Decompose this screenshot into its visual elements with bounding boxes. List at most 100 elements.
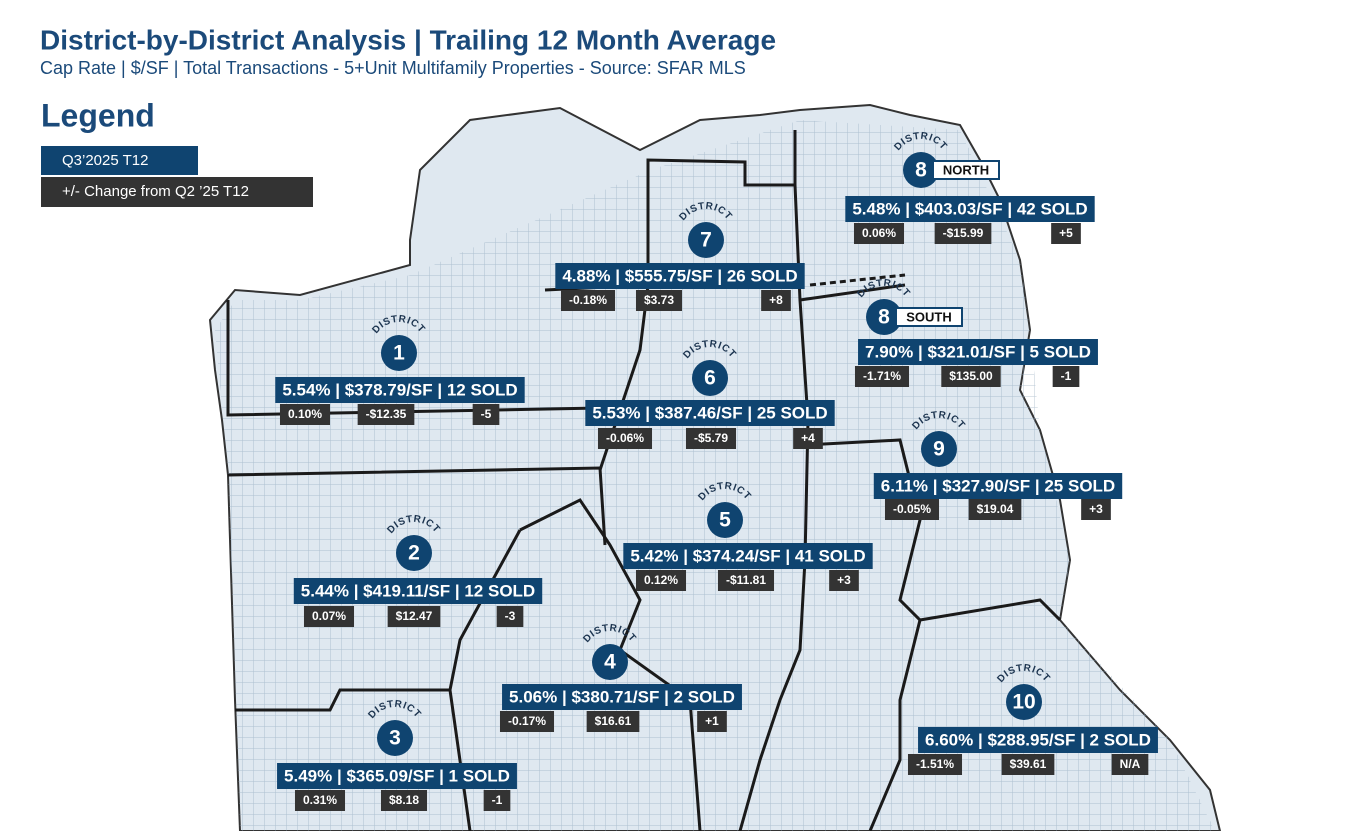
change-value: +8 xyxy=(769,293,783,307)
change-box xyxy=(499,711,555,732)
legend-title: Legend xyxy=(41,97,155,133)
change-value: 0.07% xyxy=(312,609,346,623)
change-box xyxy=(472,404,500,425)
change-box xyxy=(635,570,687,591)
legend-change-swatch xyxy=(41,177,313,207)
change-box xyxy=(380,790,428,811)
change-box xyxy=(279,404,331,425)
change-box xyxy=(496,606,524,627)
change-value: $12.47 xyxy=(396,609,433,623)
district-boundaries xyxy=(226,130,1062,831)
headline: 5.44% | $419.11/SF | 12 SOLD xyxy=(301,581,535,600)
change-box xyxy=(303,606,355,627)
district-badge xyxy=(592,644,628,680)
district-tag-box xyxy=(932,160,1000,180)
headline: 5.06% | $380.71/SF | 2 SOLD xyxy=(509,687,735,706)
headline-box xyxy=(293,578,543,604)
district-badge xyxy=(903,152,939,188)
change-value: -$11.81 xyxy=(726,573,766,587)
change-value: +3 xyxy=(1089,502,1103,516)
change-value: -1 xyxy=(1061,369,1072,383)
district-badge xyxy=(381,335,417,371)
headline-box xyxy=(845,196,1095,222)
headline-box xyxy=(585,400,835,426)
headline: 6.11% | $327.90/SF | 25 SOLD xyxy=(881,476,1115,495)
change-value: +5 xyxy=(1059,226,1073,240)
change-box xyxy=(635,290,683,311)
headline: 5.53% | $387.46/SF | 25 SOLD xyxy=(592,403,827,422)
change-box xyxy=(907,754,963,775)
change-value: -1.71% xyxy=(863,369,901,383)
change-value: -3 xyxy=(505,609,516,623)
headline-box xyxy=(858,339,1098,365)
change-box xyxy=(387,606,441,627)
change-value: -1.51% xyxy=(916,757,954,771)
headline: 7.90% | $321.01/SF | 5 SOLD xyxy=(865,342,1091,361)
headline-box xyxy=(623,543,873,569)
change-value: 0.31% xyxy=(303,793,337,807)
change-value: +4 xyxy=(801,431,815,445)
headline-box xyxy=(555,263,805,289)
district-number: 6 xyxy=(704,367,716,390)
change-box xyxy=(294,790,346,811)
change-value: 0.12% xyxy=(644,573,678,587)
change-value: +3 xyxy=(837,573,851,587)
change-box xyxy=(597,428,653,449)
subtitle: Cap Rate | $/SF | Total Transactions - 5… xyxy=(40,58,746,78)
change-value: -1 xyxy=(492,793,503,807)
change-box xyxy=(793,428,823,449)
district-tag: SOUTH xyxy=(906,309,952,324)
change-box xyxy=(884,499,940,520)
legend-current-swatch xyxy=(41,146,198,175)
legend-change: +/- Change from Q2 ’25 T12 xyxy=(62,183,249,200)
headline-box xyxy=(918,727,1158,753)
district-number: 4 xyxy=(604,651,616,674)
district-number: 10 xyxy=(1012,691,1035,714)
district-number: 3 xyxy=(389,727,401,750)
headline: 6.60% | $288.95/SF | 2 SOLD xyxy=(925,730,1151,749)
change-value: -5 xyxy=(481,407,492,421)
change-box xyxy=(685,428,737,449)
district-number: 5 xyxy=(719,509,731,532)
district-tag-box xyxy=(895,307,963,327)
change-box xyxy=(829,570,859,591)
change-value: 0.06% xyxy=(862,226,896,240)
change-value: -$5.79 xyxy=(694,431,728,445)
district-number: 9 xyxy=(933,438,945,461)
change-box xyxy=(586,711,640,732)
headline: 5.48% | $403.03/SF | 42 SOLD xyxy=(852,199,1087,218)
change-value: $19.04 xyxy=(977,502,1014,516)
change-box xyxy=(853,223,905,244)
change-box xyxy=(483,790,511,811)
change-value: $3.73 xyxy=(644,293,674,307)
change-box xyxy=(1081,499,1111,520)
district-badge xyxy=(921,431,957,467)
district-badge xyxy=(866,299,902,335)
change-box xyxy=(854,366,910,387)
change-value: -0.06% xyxy=(606,431,644,445)
headline-box xyxy=(277,763,517,789)
district-badge xyxy=(688,222,724,258)
district-number: 8 xyxy=(915,159,927,182)
district-badge xyxy=(1006,684,1042,720)
street-grid xyxy=(215,120,1215,831)
district-badge xyxy=(377,720,413,756)
legend-current: Q3’2025 T12 xyxy=(62,152,148,169)
change-value: $8.18 xyxy=(389,793,419,807)
change-value: -$15.99 xyxy=(943,226,984,240)
headline: 5.54% | $378.79/SF | 12 SOLD xyxy=(282,380,517,399)
district-badge xyxy=(707,502,743,538)
change-box xyxy=(1052,366,1080,387)
change-value: $16.61 xyxy=(595,714,632,728)
district-tag: NORTH xyxy=(943,162,989,177)
district-number: 8 xyxy=(878,306,890,329)
change-value: $135.00 xyxy=(949,369,993,383)
change-value: -$12.35 xyxy=(366,407,407,421)
change-box xyxy=(357,404,415,425)
headline-box xyxy=(502,684,742,710)
change-value: -0.05% xyxy=(893,502,931,516)
headline: 5.49% | $365.09/SF | 1 SOLD xyxy=(284,766,510,785)
